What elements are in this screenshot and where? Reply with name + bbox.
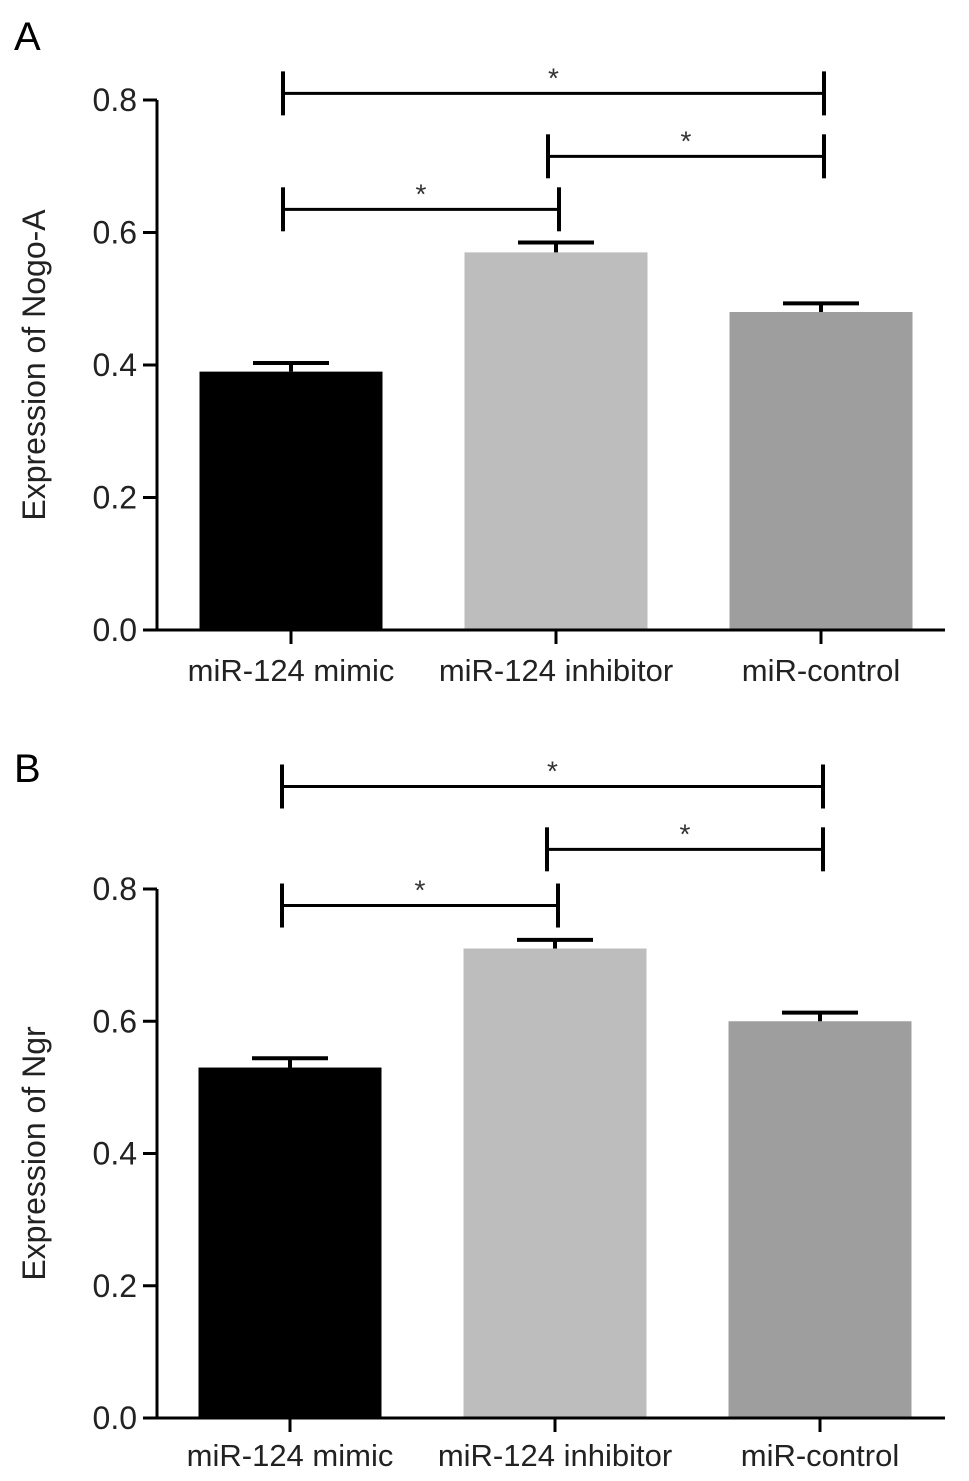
panel-b-category-label-3: miR-control: [741, 1438, 899, 1473]
panel-a-y-tick-label-4: 0.8: [93, 82, 137, 118]
panel-b-bar-3: [728, 1021, 912, 1418]
panel-a-significance-star-2: *: [681, 125, 692, 156]
panel-b-y-tick-label-1: 0.2: [93, 1268, 137, 1304]
panel-a-bar-2: [464, 252, 648, 630]
panel-b-category-label-1: miR-124 mimic: [187, 1438, 394, 1473]
panel-b-significance-star-3: *: [415, 875, 426, 906]
panel-b-bar-2: [463, 948, 647, 1418]
panel-a-category-label-2: miR-124 inhibitor: [439, 653, 673, 688]
panel-a-y-tick-label-0: 0.0: [93, 612, 137, 648]
panel-b-y-axis-label: Expression of Ngr: [16, 1026, 52, 1281]
panel-a-y-tick-label-3: 0.6: [93, 215, 137, 251]
panel-a-category-label-3: miR-control: [742, 653, 900, 688]
panel-a-significance-star-3: *: [416, 178, 427, 209]
panel-b-y-tick-label-3: 0.6: [93, 1003, 137, 1039]
panel-a-significance-star-1: *: [548, 62, 559, 93]
panel-a-category-label-1: miR-124 mimic: [188, 653, 395, 688]
panel-b-significance-star-1: *: [547, 756, 558, 787]
panel-b-letter: B: [14, 747, 41, 791]
panel-a-bar-1: [199, 371, 383, 630]
panel-a-letter: A: [14, 15, 41, 59]
panel-a-y-tick-label-2: 0.4: [93, 347, 137, 383]
panel-b-bar-1: [198, 1067, 382, 1418]
panel-b-y-tick-label-2: 0.4: [93, 1136, 137, 1172]
panel-b-category-label-2: miR-124 inhibitor: [438, 1438, 672, 1473]
panel-b-y-tick-label-4: 0.8: [93, 871, 137, 907]
panel-a-bar-3: [729, 312, 913, 630]
panel-a-y-tick-label-1: 0.2: [93, 480, 137, 516]
panel-b-significance-star-2: *: [680, 818, 691, 849]
panel-a-y-axis-label: Expression of Nogo-A: [16, 209, 52, 521]
panel-b-y-tick-label-0: 0.0: [93, 1400, 137, 1436]
